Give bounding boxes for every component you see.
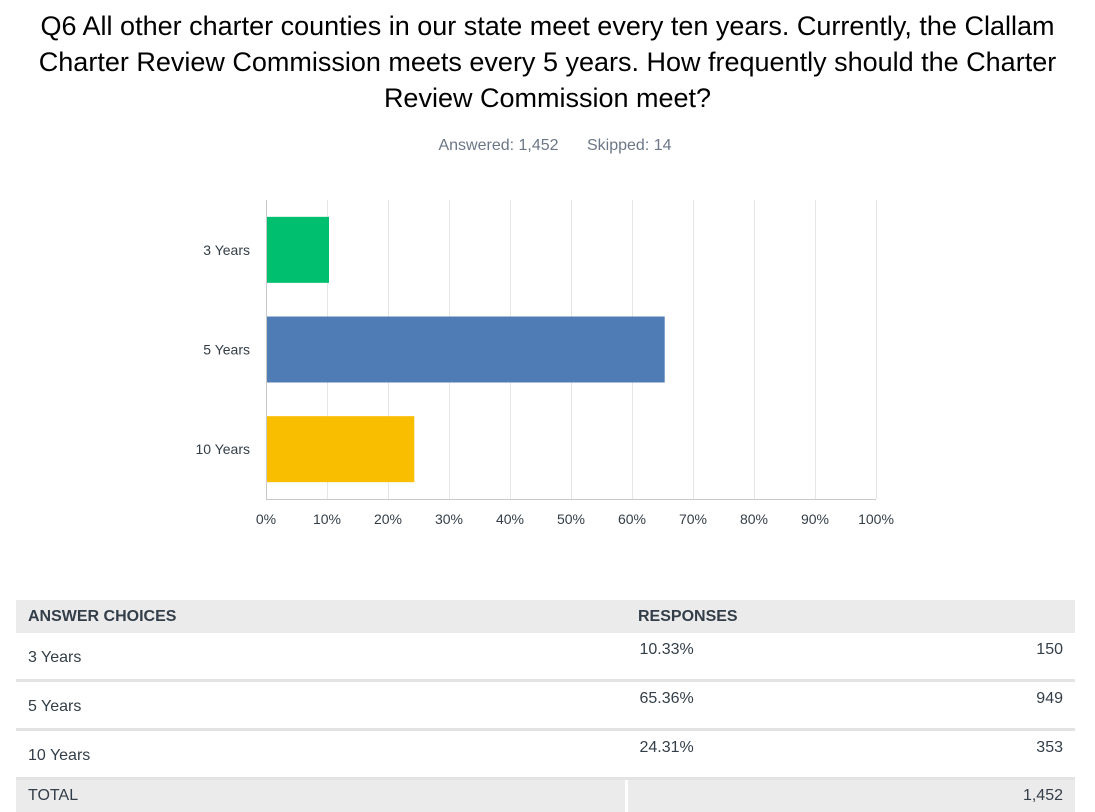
bar-10-years <box>267 416 414 482</box>
x-tick-label: 60% <box>618 511 646 527</box>
category-label: 5 Years <box>203 342 250 358</box>
category-label: 10 Years <box>196 441 251 457</box>
header-answer-choices: ANSWER CHOICES <box>16 600 626 633</box>
answered-count: Answered: 1,452 <box>438 137 558 154</box>
bar-3-years <box>267 217 329 283</box>
total-count: 1,452 <box>952 779 1076 812</box>
total-blank <box>626 779 952 812</box>
x-tick-label: 50% <box>557 511 585 527</box>
table-row: 3 Years 10.33% 150 <box>16 633 1075 681</box>
total-label: TOTAL <box>16 779 626 812</box>
row-count: 150 <box>952 633 1076 681</box>
table-row: 10 Years 24.31% 353 <box>16 730 1075 779</box>
x-tick-label: 70% <box>679 511 707 527</box>
table-row: 5 Years 65.36% 949 <box>16 681 1075 730</box>
total-row: TOTAL 1,452 <box>16 779 1075 812</box>
x-tick-label: 30% <box>435 511 463 527</box>
bar-5-years <box>267 317 665 383</box>
skipped-count: Skipped: 14 <box>587 137 672 154</box>
x-tick-label: 20% <box>374 511 402 527</box>
row-percent: 65.36% <box>626 681 952 730</box>
response-stats: Answered: 1,452 Skipped: 14 <box>0 137 1095 155</box>
question-title: Q6 All other charter counties in our sta… <box>20 8 1075 116</box>
x-tick-label: 40% <box>496 511 524 527</box>
row-percent: 10.33% <box>626 633 952 681</box>
row-percent: 24.31% <box>626 730 952 779</box>
row-choice: 10 Years <box>16 730 626 779</box>
row-count: 353 <box>952 730 1076 779</box>
row-count: 949 <box>952 681 1076 730</box>
row-choice: 5 Years <box>16 681 626 730</box>
category-label: 3 Years <box>203 242 250 258</box>
x-tick-label: 0% <box>256 511 276 527</box>
x-tick-label: 100% <box>858 511 894 527</box>
x-tick-label: 80% <box>740 511 768 527</box>
bar-chart: 0% 10% 20% 30% 40% 50% 60% 70% 80% 90% 100% 3 Years… <box>0 180 1095 540</box>
response-table: ANSWER CHOICES RESPONSES 3 Years 10.33% … <box>16 600 1075 812</box>
x-tick-label: 10% <box>313 511 341 527</box>
table-header-row: ANSWER CHOICES RESPONSES <box>16 600 1075 633</box>
header-responses: RESPONSES <box>626 600 1075 633</box>
row-choice: 3 Years <box>16 633 626 681</box>
x-tick-label: 90% <box>801 511 829 527</box>
